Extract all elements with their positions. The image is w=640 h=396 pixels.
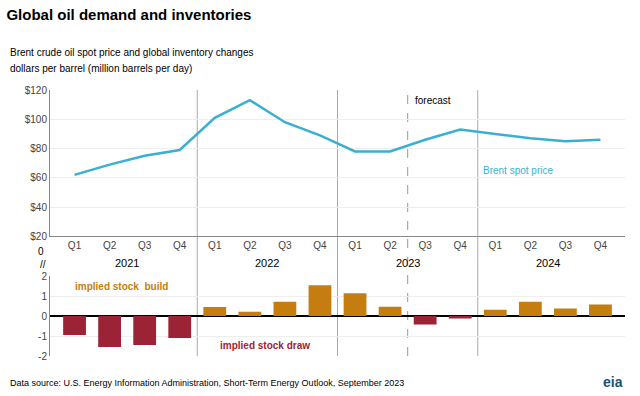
svg-text:Q3: Q3 <box>278 240 292 251</box>
svg-text:Q4: Q4 <box>313 240 327 251</box>
svg-text:Q3: Q3 <box>559 240 573 251</box>
svg-text:forecast: forecast <box>415 95 451 106</box>
svg-text:Q2: Q2 <box>524 240 538 251</box>
svg-text:2023: 2023 <box>396 257 420 269</box>
svg-text://: // <box>40 259 46 270</box>
svg-text:Brent crude oil spot price and: Brent crude oil spot price and global in… <box>10 47 253 58</box>
svg-text:1: 1 <box>41 291 47 302</box>
svg-text:$20: $20 <box>30 231 47 242</box>
svg-text:0: 0 <box>38 246 44 257</box>
svg-text:Brent spot price: Brent spot price <box>483 165 553 176</box>
svg-text:2024: 2024 <box>536 257 560 269</box>
svg-text:Data source: U.S. Energy Infor: Data source: U.S. Energy Information Adm… <box>10 378 404 388</box>
svg-text:Q4: Q4 <box>594 240 608 251</box>
svg-text:Q2: Q2 <box>103 240 117 251</box>
svg-text:Q3: Q3 <box>418 240 432 251</box>
svg-text:Q1: Q1 <box>68 240 82 251</box>
svg-text:Q4: Q4 <box>173 240 187 251</box>
svg-text:$60: $60 <box>30 172 47 183</box>
svg-text:dollars per barrel (million ba: dollars per barrel (million barrels per … <box>10 63 192 74</box>
svg-text:$80: $80 <box>30 143 47 154</box>
svg-text:Q2: Q2 <box>383 240 397 251</box>
svg-text:2022: 2022 <box>255 257 279 269</box>
svg-text:2021: 2021 <box>115 257 139 269</box>
svg-text:$40: $40 <box>30 202 47 213</box>
svg-text:Q1: Q1 <box>348 240 362 251</box>
svg-text:Q3: Q3 <box>138 240 152 251</box>
svg-text:eia: eia <box>603 374 623 390</box>
svg-text:Q2: Q2 <box>243 240 257 251</box>
svg-text:Q1: Q1 <box>489 240 503 251</box>
svg-text:implied stock build: implied stock build <box>75 281 168 292</box>
svg-text:Q1: Q1 <box>208 240 222 251</box>
svg-text:-1: -1 <box>38 331 47 342</box>
svg-text:Global oil demand and inventor: Global oil demand and inventories <box>6 6 251 23</box>
svg-text:-2: -2 <box>38 351 47 362</box>
svg-text:Q4: Q4 <box>454 240 468 251</box>
svg-text:0: 0 <box>41 311 47 322</box>
svg-text:$100: $100 <box>25 114 48 125</box>
svg-text:2: 2 <box>41 271 47 282</box>
svg-text:$120: $120 <box>25 85 48 96</box>
svg-text:implied stock draw: implied stock draw <box>220 340 310 351</box>
